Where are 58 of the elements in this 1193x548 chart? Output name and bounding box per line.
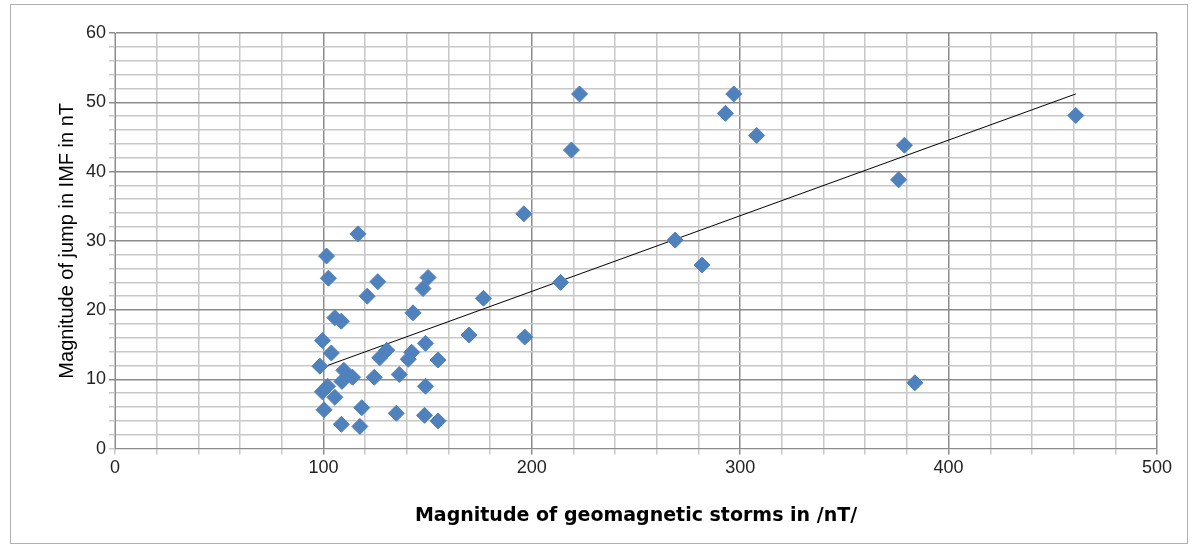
y-tick-label: 50 (85, 91, 107, 112)
y-tick-label: 0 (96, 437, 107, 458)
y-tick-label: 30 (85, 229, 107, 250)
point (693, 256, 711, 274)
x-tick-label: 0 (110, 457, 121, 478)
y-axis-title: Magnitude of jump in IMF in nT (54, 102, 77, 379)
point (415, 406, 433, 424)
y-tick-label: 10 (85, 368, 107, 389)
point (516, 328, 534, 346)
point (890, 171, 908, 189)
y-tick-label: 40 (85, 160, 107, 181)
point (358, 287, 376, 305)
point (417, 377, 435, 395)
point (666, 231, 684, 249)
x-axis-title: Magnitude of geomagnetic storms in /nT/ (414, 502, 858, 525)
point (319, 269, 337, 287)
point (474, 289, 492, 307)
point (895, 136, 913, 154)
point (515, 205, 533, 223)
x-tick-label: 300 (725, 457, 756, 478)
point (571, 85, 589, 103)
point (417, 334, 435, 352)
x-tick-label: 200 (516, 457, 547, 478)
point (725, 85, 743, 103)
point (552, 273, 570, 291)
point (390, 365, 408, 383)
point (369, 273, 387, 291)
y-tick-label: 20 (85, 299, 107, 320)
point (387, 404, 405, 422)
point (353, 399, 371, 417)
point (349, 225, 367, 243)
point (562, 141, 580, 159)
point (351, 417, 369, 435)
point (313, 383, 331, 401)
point (318, 247, 336, 265)
point (716, 104, 734, 122)
y-tick-label: 60 (85, 21, 107, 42)
point (1067, 106, 1085, 124)
x-tick-label: 100 (308, 457, 339, 478)
point (326, 388, 344, 406)
x-tick-label: 400 (933, 457, 964, 478)
x-tick-label: 500 (1141, 457, 1173, 478)
point (313, 332, 331, 350)
point (429, 351, 447, 369)
point (335, 361, 353, 379)
point (906, 374, 924, 392)
point (748, 127, 766, 145)
point (315, 401, 333, 419)
point (419, 269, 437, 287)
point (322, 344, 340, 362)
point (311, 357, 329, 375)
point (332, 415, 350, 433)
point (414, 280, 432, 298)
point (460, 326, 478, 344)
point (404, 304, 422, 322)
point (365, 368, 383, 386)
point (429, 412, 447, 430)
point (371, 349, 389, 367)
